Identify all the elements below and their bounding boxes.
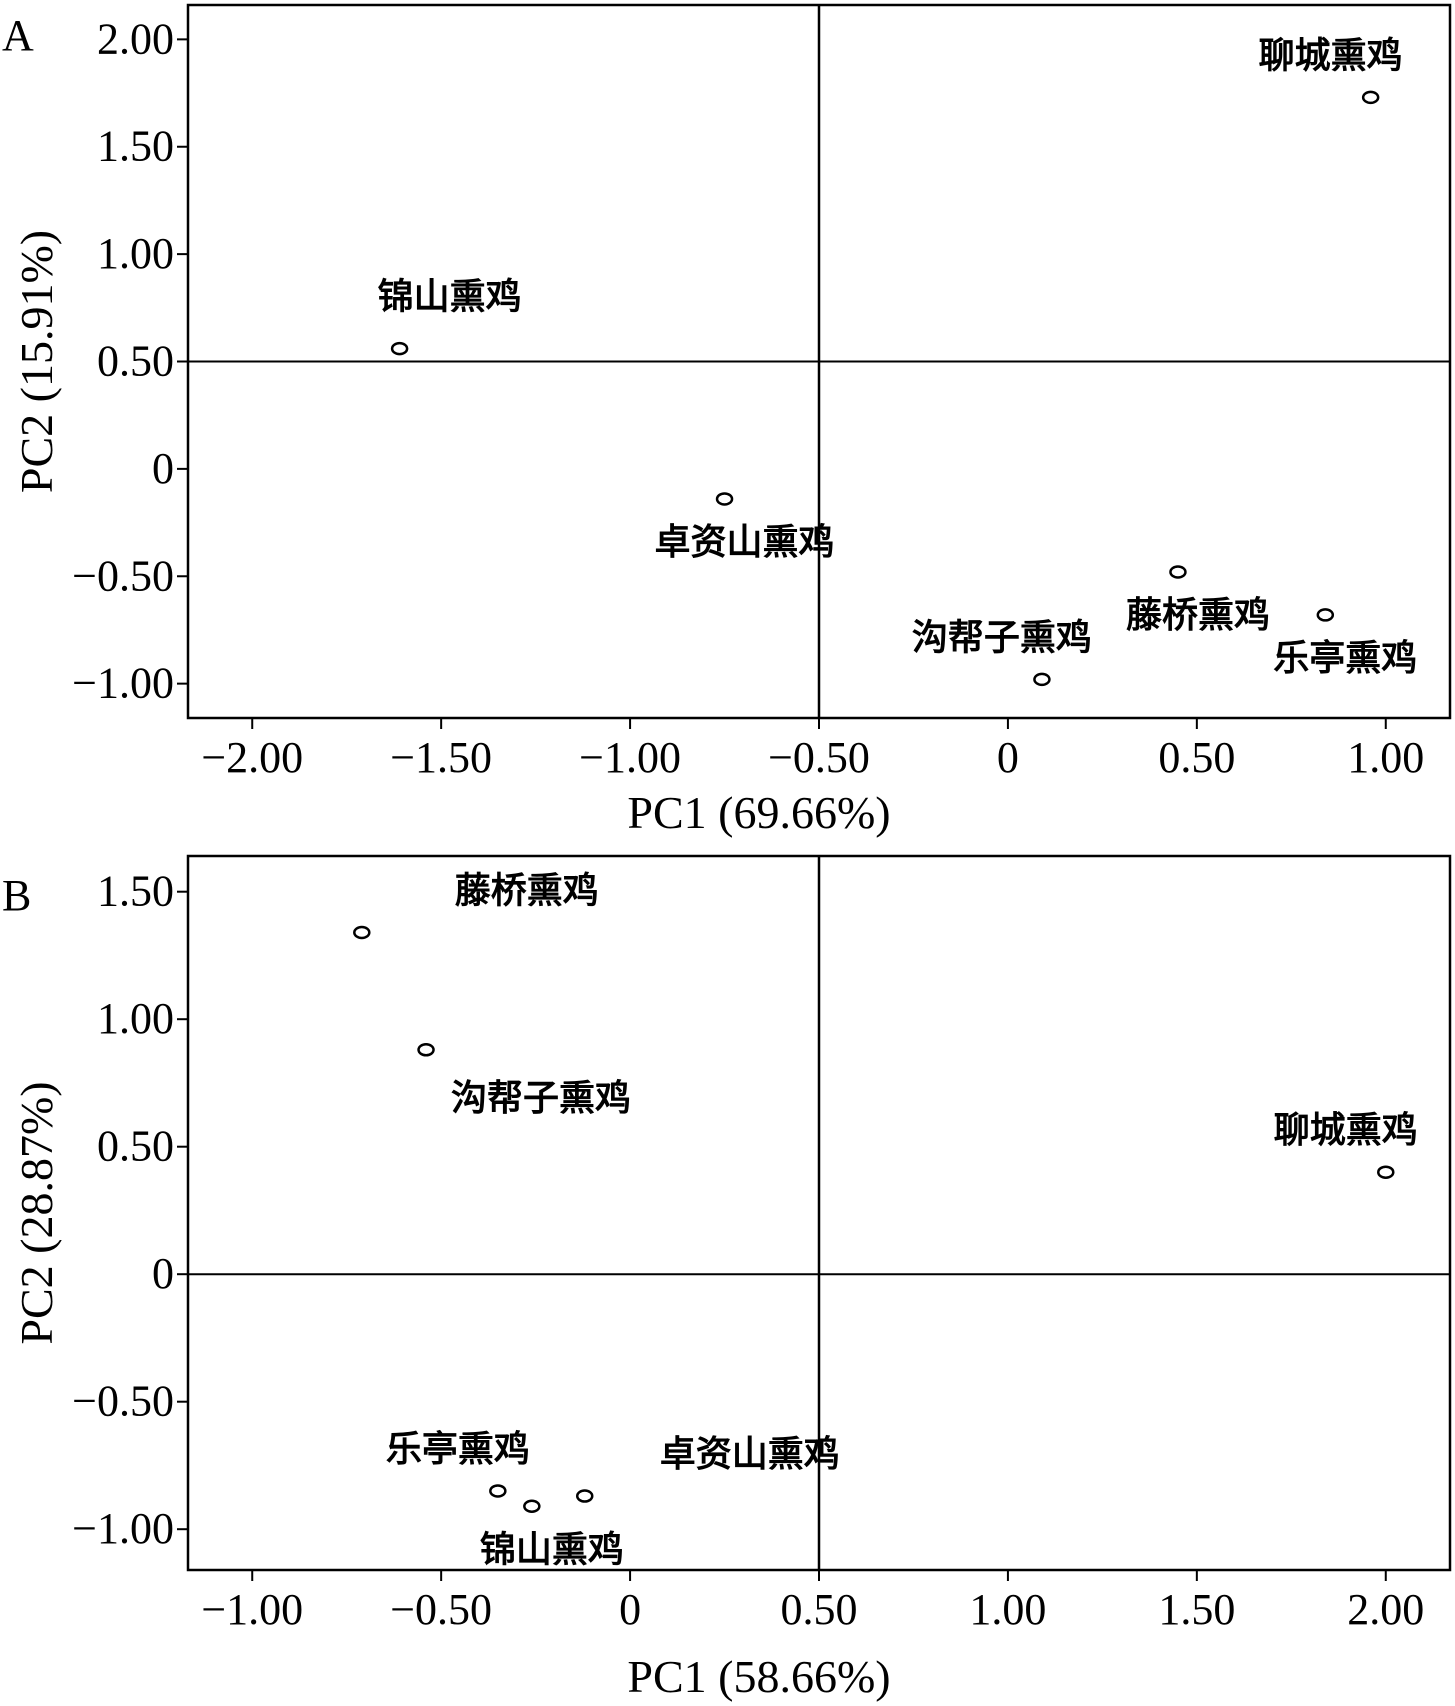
- data-point: [1316, 608, 1335, 622]
- x-axis-title: PC1 (69.66%): [627, 787, 890, 838]
- data-point: [715, 492, 734, 506]
- y-axis-title: PC2 (28.87%): [11, 1081, 62, 1344]
- point-label: 乐亭熏鸡: [1273, 638, 1417, 679]
- y-tick-label: −1.00: [72, 1504, 174, 1553]
- data-point: [1361, 90, 1380, 105]
- x-tick-label: −0.50: [768, 733, 870, 782]
- data-point: [1377, 1165, 1395, 1179]
- data-point: [575, 1489, 594, 1503]
- x-tick-label: 1.50: [1158, 1585, 1235, 1634]
- x-tick-label: −1.00: [579, 733, 681, 782]
- x-tick-label: 1.00: [969, 1585, 1046, 1634]
- y-tick-label: 0.50: [97, 337, 174, 386]
- point-label: 乐亭熏鸡: [386, 1429, 530, 1470]
- data-point: [489, 1484, 507, 1498]
- panel-letter: A: [2, 11, 34, 60]
- y-tick-label: −1.00: [72, 659, 174, 708]
- y-tick-label: 2.00: [97, 14, 174, 63]
- point-label: 沟帮子熏鸡: [912, 617, 1092, 658]
- x-axis-title: PC1 (58.66%): [627, 1651, 890, 1702]
- x-tick-label: 2.00: [1347, 1585, 1424, 1634]
- data-point: [353, 925, 371, 940]
- x-tick-label: −0.50: [390, 1585, 492, 1634]
- point-label: 锦山熏鸡: [480, 1529, 624, 1570]
- y-tick-label: 1.50: [97, 122, 174, 171]
- data-point: [523, 1499, 541, 1513]
- y-tick-label: 1.50: [97, 867, 174, 916]
- x-tick-label: −1.00: [201, 1585, 303, 1634]
- y-tick-label: −0.50: [72, 551, 174, 600]
- y-tick-label: −0.50: [72, 1377, 174, 1426]
- point-label: 卓资山熏鸡: [655, 522, 835, 563]
- data-point: [1033, 672, 1051, 687]
- point-label: 聊城熏鸡: [1274, 1110, 1418, 1151]
- data-point: [1169, 565, 1187, 579]
- point-label: 藤桥熏鸡: [455, 871, 599, 912]
- panel-letter: B: [2, 871, 31, 920]
- x-tick-label: −2.00: [201, 733, 303, 782]
- point-label: 锦山熏鸡: [378, 277, 522, 318]
- point-label: 卓资山熏鸡: [660, 1434, 840, 1475]
- x-tick-label: −1.50: [390, 733, 492, 782]
- data-point: [390, 341, 409, 356]
- point-label: 沟帮子熏鸡: [451, 1078, 631, 1119]
- y-tick-label: 0.50: [97, 1122, 174, 1171]
- point-label: 聊城熏鸡: [1259, 35, 1403, 76]
- panel-b: B −1.00 −0.50 0 0.50 1.00 1.50 2.00 −1.00 −0.50 0 0…: [2, 854, 1452, 1702]
- y-axis-title: PC2 (15.91%): [11, 230, 62, 493]
- y-tick-label: 0: [152, 444, 174, 493]
- y-tick-label: 1.00: [97, 994, 174, 1043]
- panel-a: A −2.00 −1.50 −1.00 −0.50 0 0.50 1.00 −1.00 −0.50…: [2, 3, 1452, 838]
- x-tick-label: 0.50: [781, 1585, 858, 1634]
- point-label: 藤桥熏鸡: [1126, 595, 1270, 636]
- y-tick-label: 1.00: [97, 229, 174, 278]
- x-tick-label: 1.00: [1347, 733, 1424, 782]
- x-tick-label: 0: [997, 733, 1019, 782]
- x-tick-label: 0: [619, 1585, 641, 1634]
- x-tick-label: 0.50: [1158, 733, 1235, 782]
- data-point: [417, 1043, 435, 1057]
- y-tick-label: 0: [152, 1249, 174, 1298]
